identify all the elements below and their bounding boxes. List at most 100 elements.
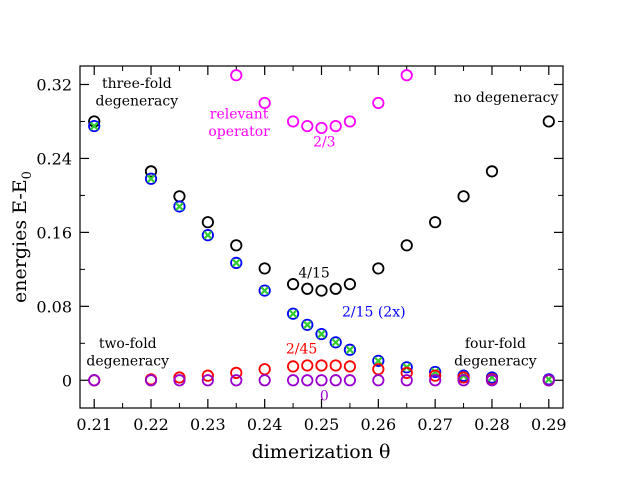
data-point [429,216,442,229]
data-point [315,284,328,297]
data-point [343,343,357,356]
data-point [317,329,326,339]
data-point [201,374,214,387]
data-point [429,374,442,387]
annotation: no degeneracy [454,90,559,106]
data-point [345,345,355,355]
data-point [343,278,357,291]
y-tick-label: 0.32 [36,75,72,94]
data-point [286,278,300,291]
annotation: 0 [320,389,329,405]
annotation: degeneracy [454,353,537,369]
data-point [144,172,158,185]
data-point [301,374,314,387]
data-point [286,360,300,373]
annotation: operator [208,124,270,140]
annotation: degeneracy [96,94,179,110]
data-point [457,374,470,387]
data-point [343,374,357,387]
data-point [400,361,413,374]
y-tick-label: 0.24 [36,149,72,168]
data-point [173,200,186,213]
data-point [146,174,156,184]
data-point [258,363,271,376]
data-point [173,190,186,203]
annotation: 2/15 (2x) [342,304,406,320]
annotation: four-fold [465,336,526,352]
data-point [457,190,470,203]
data-point [485,374,499,387]
data-point [329,374,342,387]
data-point [258,96,271,110]
axis-ticks: 0.21 0.22 0.23 0.24 0.25 0.26 0.27 0.28 0.29 0 0.0… [36,66,567,434]
data-point [230,374,243,387]
annotation: 2/45 [286,341,317,357]
x-tick-label: 0.28 [474,415,510,434]
data-point [303,320,312,330]
data-point [329,119,342,133]
data-point [201,369,214,382]
data-point [315,374,328,387]
series-4 [88,359,555,387]
data-point [329,282,342,295]
data-point [301,119,314,133]
data-point [286,307,300,320]
data-point [400,239,413,252]
data-point [288,309,298,318]
data-point [331,338,340,347]
x-tick-label: 0.23 [190,415,226,434]
x-tick-label: 0.21 [76,415,112,434]
data-point [88,119,101,133]
series-3 [89,121,554,384]
data-point [144,165,158,178]
data-point [203,230,213,240]
data-point [144,374,158,387]
data-point [429,365,442,379]
data-point [430,367,440,377]
data-point [315,121,328,135]
data-point [372,262,385,275]
x-axis-label: dimerization θ [252,441,391,463]
annotation: 2/3 [313,134,336,150]
data-point [315,359,328,372]
data-point [429,369,442,382]
data-point [343,115,357,128]
data-point [286,115,300,128]
data-point [173,374,186,387]
data-point [175,202,184,211]
data-point [372,354,385,367]
y-axis-label-subscript: 0 [20,171,35,179]
x-tick-label: 0.24 [247,415,283,434]
y-tick-label: 0 [62,371,72,390]
data-point [230,366,243,379]
x-tick-label: 0.25 [304,415,340,434]
data-point [485,165,499,178]
data-point [258,284,271,297]
data-point [301,359,314,372]
data-point [301,318,314,331]
annotation: degeneracy [86,353,169,369]
annotation: relevant [210,107,269,123]
data-point [230,69,243,82]
y-tick-label: 0.08 [36,297,72,316]
data-point [260,286,269,295]
x-tick-label: 0.26 [361,415,397,434]
data-point [315,327,328,341]
data-point [372,374,385,387]
annotation: 4/15 [298,266,329,282]
data-point [258,374,271,387]
series-0 [88,115,555,297]
y-axis-label: energies E-E0 [9,171,35,303]
data-point [400,69,413,82]
data-point [343,360,357,373]
series-1 [230,69,413,135]
data-point [201,229,214,242]
data-point [89,121,99,131]
data-point [230,239,243,252]
annotation: two-fold [99,336,157,352]
data-marks [88,69,555,387]
data-point [329,359,342,372]
series-5 [88,374,555,387]
data-point [201,216,214,229]
